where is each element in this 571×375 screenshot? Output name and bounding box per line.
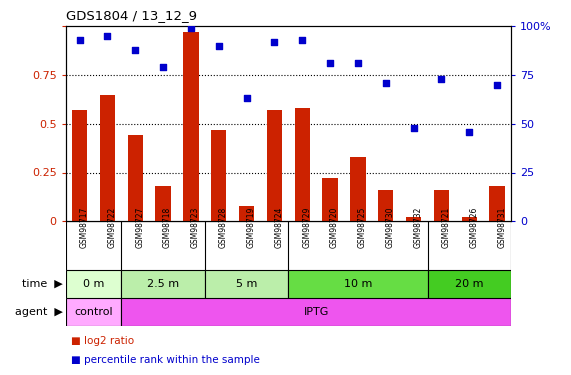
Text: GSM98724: GSM98724: [275, 206, 283, 248]
Bar: [183, 32, 199, 221]
Bar: [211, 130, 227, 221]
Text: 2.5 m: 2.5 m: [147, 279, 179, 289]
Text: 5 m: 5 m: [236, 279, 258, 289]
Point: [75, 37, 84, 43]
Text: GSM98725: GSM98725: [358, 206, 367, 248]
Bar: [100, 94, 115, 221]
Text: GSM98721: GSM98721: [441, 207, 451, 248]
Bar: [205, 270, 288, 298]
Text: GDS1804 / 13_12_9: GDS1804 / 13_12_9: [66, 9, 196, 22]
Bar: [378, 190, 393, 221]
Text: GSM98729: GSM98729: [302, 206, 311, 248]
Text: control: control: [74, 307, 113, 317]
Text: GSM98728: GSM98728: [219, 207, 228, 248]
Text: time  ▶: time ▶: [22, 279, 63, 289]
Point: [131, 46, 140, 53]
Point: [270, 39, 279, 45]
Point: [297, 37, 307, 43]
Bar: [122, 298, 511, 326]
Point: [325, 60, 335, 66]
Bar: [406, 217, 421, 221]
Bar: [155, 186, 171, 221]
Text: GSM98718: GSM98718: [163, 207, 172, 248]
Point: [353, 60, 363, 66]
Text: ■ percentile rank within the sample: ■ percentile rank within the sample: [71, 355, 260, 365]
Point: [214, 43, 223, 49]
Bar: [350, 157, 365, 221]
Bar: [66, 270, 122, 298]
Text: 10 m: 10 m: [344, 279, 372, 289]
Point: [186, 25, 195, 31]
Bar: [127, 135, 143, 221]
Text: GSM98719: GSM98719: [247, 206, 256, 248]
Bar: [267, 110, 282, 221]
Bar: [434, 190, 449, 221]
Text: 20 m: 20 m: [455, 279, 484, 289]
Point: [493, 82, 502, 88]
Text: IPTG: IPTG: [304, 307, 329, 317]
Bar: [323, 178, 338, 221]
Bar: [461, 217, 477, 221]
Text: GSM98730: GSM98730: [386, 206, 395, 248]
Bar: [122, 270, 205, 298]
Bar: [428, 270, 511, 298]
Bar: [489, 186, 505, 221]
Bar: [239, 206, 254, 221]
Point: [409, 124, 418, 130]
Point: [465, 129, 474, 135]
Text: GSM98723: GSM98723: [191, 206, 200, 248]
Point: [437, 76, 446, 82]
Text: GSM98726: GSM98726: [469, 206, 478, 248]
Bar: [295, 108, 310, 221]
Text: GSM98731: GSM98731: [497, 206, 506, 248]
Text: GSM98727: GSM98727: [135, 206, 144, 248]
Bar: [72, 110, 87, 221]
Text: GSM98732: GSM98732: [413, 206, 423, 248]
Point: [103, 33, 112, 39]
Point: [159, 64, 168, 70]
Bar: [288, 270, 428, 298]
Text: GSM98720: GSM98720: [330, 206, 339, 248]
Point: [381, 80, 391, 86]
Text: 0 m: 0 m: [83, 279, 104, 289]
Text: GSM98717: GSM98717: [79, 206, 89, 248]
Text: agent  ▶: agent ▶: [15, 307, 63, 317]
Text: GSM98722: GSM98722: [107, 207, 116, 248]
Text: ■ log2 ratio: ■ log2 ratio: [71, 336, 135, 346]
Bar: [66, 298, 122, 326]
Point: [242, 95, 251, 101]
